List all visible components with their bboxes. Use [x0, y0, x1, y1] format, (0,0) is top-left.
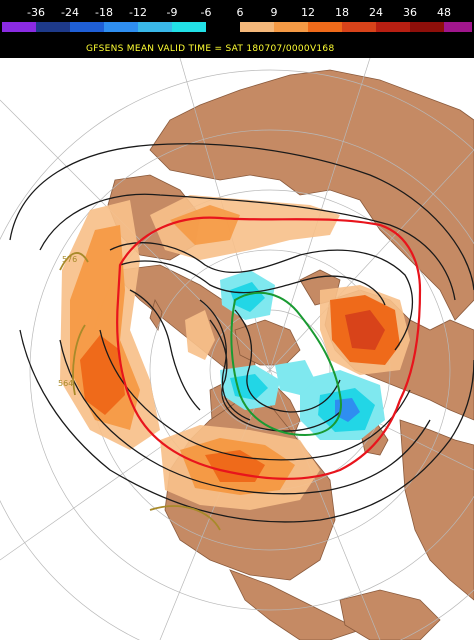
legend-label: 12 — [301, 6, 315, 19]
legend-swatch — [70, 22, 104, 32]
legend-label: 36 — [403, 6, 417, 19]
legend-label: -36 — [27, 6, 45, 19]
latitude-circle — [0, 69, 474, 640]
map-title: GFSENS MEAN VALID TIME = SAT 180707/0000… — [86, 44, 335, 54]
red-contour — [116, 216, 422, 480]
contour-label: 564 — [58, 379, 73, 388]
legend-swatch — [206, 22, 240, 32]
legend-label: 24 — [369, 6, 383, 19]
anomaly-europe-peak — [345, 310, 385, 350]
legend-swatch — [104, 22, 138, 32]
contour-line — [209, 319, 341, 432]
contour-line — [129, 289, 201, 411]
legend-swatch — [240, 22, 274, 32]
legend-swatch — [410, 22, 444, 32]
longitude-line — [269, 369, 381, 640]
legend-label: 18 — [335, 6, 349, 19]
height-contours — [9, 143, 474, 523]
legend-swatch — [342, 22, 376, 32]
anomaly-map: 576 564 — [0, 58, 474, 640]
legend-swatch — [376, 22, 410, 32]
olive-contours — [59, 252, 221, 531]
contour-line — [199, 299, 251, 421]
olive-contour — [149, 505, 221, 531]
contour-line — [109, 242, 413, 351]
legend-swatch — [274, 22, 308, 32]
contour-line — [19, 329, 474, 523]
contour-label: 576 — [62, 255, 77, 264]
olive-contour — [72, 324, 86, 396]
longitude-line — [269, 149, 474, 371]
land-asia — [149, 69, 474, 321]
legend-swatch — [138, 22, 172, 32]
legend-swatch — [36, 22, 70, 32]
legend-swatch — [172, 22, 206, 32]
longitude-line — [0, 369, 271, 561]
anomaly-arctic-north-mid — [230, 282, 265, 312]
legend-label: 6 — [236, 6, 244, 19]
legend-label: -24 — [61, 6, 79, 19]
green-contour — [230, 291, 342, 437]
contour-line — [39, 193, 456, 301]
anomaly-siberia-light — [185, 310, 215, 360]
legend-label: -12 — [129, 6, 147, 19]
anomaly-asia-mid — [170, 205, 240, 245]
latitude-circle — [29, 129, 474, 611]
positive-anomalies — [60, 195, 410, 510]
legend-label: -18 — [95, 6, 113, 19]
contour-line — [59, 339, 431, 495]
contour-line — [234, 309, 341, 413]
legend-swatch — [444, 22, 472, 32]
legend-label: -6 — [200, 6, 212, 19]
contour-line — [119, 260, 386, 306]
anomaly-pacific-strong — [80, 335, 125, 415]
legend-label: 9 — [270, 6, 278, 19]
olive-contour — [59, 252, 89, 271]
contour-line — [99, 329, 411, 461]
legend-label: 48 — [437, 6, 451, 19]
contour-line — [9, 143, 474, 291]
anomaly-arctic-se-light — [275, 360, 315, 395]
land-africa — [399, 419, 474, 601]
legend-swatch — [308, 22, 342, 32]
color-legend: -36 -24 -18 -12 -9 -6 6 9 12 18 24 36 48 — [0, 0, 474, 38]
legend-swatch — [2, 22, 36, 32]
legend-label: -9 — [166, 6, 178, 19]
negative-anomalies — [220, 270, 385, 440]
